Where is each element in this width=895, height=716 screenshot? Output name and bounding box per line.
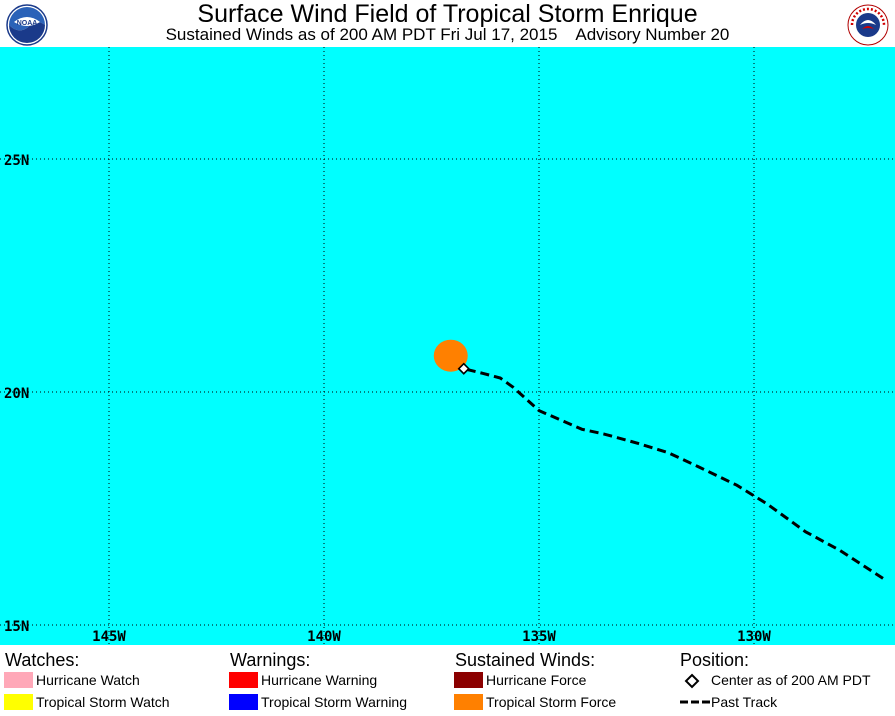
longitude-label: 140W	[307, 629, 341, 645]
longitude-label: 130W	[737, 629, 771, 645]
longitude-label: 145W	[92, 629, 126, 645]
longitude-labels: 145W 140W 135W 130W	[92, 629, 771, 645]
tropical-storm-watch-label: Tropical Storm Watch	[36, 694, 170, 710]
legend: Watches: Hurricane Watch Tropical Storm …	[0, 645, 895, 716]
latitude-label: 15N	[4, 619, 29, 635]
longitude-label: 135W	[522, 629, 556, 645]
hurricane-watch-label: Hurricane Watch	[36, 672, 140, 688]
past-track	[463, 367, 884, 580]
map-title: Surface Wind Field of Tropical Storm Enr…	[197, 0, 698, 28]
past-track-label: Past Track	[711, 694, 778, 710]
tropical-storm-warning-swatch	[229, 694, 258, 710]
noaa-logo-icon: NOAA	[6, 4, 48, 46]
hurricane-watch-swatch	[4, 672, 33, 688]
tropical-storm-force-label: Tropical Storm Force	[486, 694, 617, 710]
watches-heading: Watches:	[5, 650, 80, 670]
national-weather-service-logo-icon	[847, 4, 889, 46]
noaa-logo-text: NOAA	[17, 20, 38, 27]
dashed-line-icon	[680, 700, 710, 704]
warnings-heading: Warnings:	[230, 650, 311, 670]
tropical-storm-watch-swatch	[4, 694, 33, 710]
map-subtitle: Sustained Winds as of 200 AM PDT Fri Jul…	[165, 25, 730, 44]
hurricane-force-swatch	[454, 672, 483, 688]
hurricane-warning-label: Hurricane Warning	[261, 672, 378, 688]
hurricane-force-label: Hurricane Force	[486, 672, 587, 688]
latitude-label: 20N	[4, 386, 29, 402]
tropical-storm-warning-label: Tropical Storm Warning	[261, 694, 408, 710]
storm-center-diamond-icon	[457, 362, 470, 375]
sustained-winds-heading: Sustained Winds:	[455, 650, 596, 670]
position-heading: Position:	[680, 650, 750, 670]
wind-field-map: 145W 140W 135W 130W 25N 20N 15N	[0, 47, 895, 645]
center-position-label: Center as of 200 AM PDT	[711, 672, 871, 688]
diamond-icon	[684, 673, 700, 689]
tropical-storm-force-swatch	[454, 694, 483, 710]
tropical-storm-force-wind-field	[433, 339, 468, 372]
hurricane-warning-swatch	[229, 672, 258, 688]
latitude-label: 25N	[4, 153, 29, 169]
latitude-labels: 25N 20N 15N	[4, 153, 29, 635]
